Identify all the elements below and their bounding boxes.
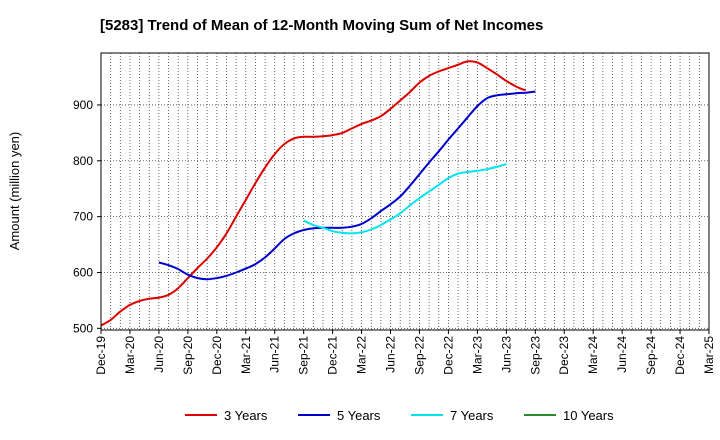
y-tick-label: 900 <box>73 98 93 112</box>
x-tick-label: Sep-22 <box>412 336 426 375</box>
legend-label-3-years: 3 Years <box>224 408 268 423</box>
x-tick-label: Sep-23 <box>528 336 542 375</box>
x-tick-label: Mar-23 <box>470 336 484 374</box>
x-tick-label: Sep-20 <box>181 336 195 375</box>
y-tick-label: 800 <box>73 154 93 168</box>
x-tick-label: Jun-23 <box>499 336 513 373</box>
x-tick-label: Dec-23 <box>557 336 571 375</box>
legend: 3 Years 5 Years 7 Years 10 Years <box>185 408 614 423</box>
x-tick-label: Jun-20 <box>152 336 166 373</box>
x-tick-label: Mar-20 <box>123 336 137 374</box>
x-tick-label: Dec-24 <box>673 336 687 375</box>
x-tick-label: Dec-22 <box>441 336 455 375</box>
y-axis-label: Amount (million yen) <box>7 132 22 251</box>
series-line-7-years <box>303 163 507 235</box>
x-tick-label: Jun-21 <box>268 336 282 373</box>
x-axis-ticks: Dec-19 Mar-20 Jun-20 Sep-20 Dec-20 Mar-21 Jun-… <box>94 330 716 375</box>
legend-label-5-years: 5 Years <box>337 408 381 423</box>
x-tick-label: Sep-24 <box>644 336 658 375</box>
y-tick-label: 600 <box>73 265 93 279</box>
legend-label-10-years: 10 Years <box>563 408 614 423</box>
x-tick-label: Jun-22 <box>384 336 398 373</box>
x-tick-label: Dec-19 <box>94 336 108 375</box>
y-tick-label: 700 <box>73 210 93 224</box>
legend-label-7-years: 7 Years <box>450 408 494 423</box>
y-tick-label: 500 <box>73 321 93 335</box>
y-axis-ticks: 500 600 700 800 900 <box>73 98 101 335</box>
x-tick-label: Sep-21 <box>297 336 311 375</box>
x-tick-label: Mar-24 <box>586 336 600 374</box>
x-tick-label: Dec-20 <box>210 336 224 375</box>
x-tick-label: Dec-21 <box>326 336 340 375</box>
x-tick-label: Mar-22 <box>355 336 369 374</box>
x-tick-label: Jun-24 <box>615 336 629 373</box>
series-lines <box>100 60 536 327</box>
series-line-3-years <box>100 60 526 327</box>
x-tick-label: Mar-25 <box>702 336 716 374</box>
plot-frame <box>100 52 710 331</box>
series-line-5-years <box>158 90 536 281</box>
chart-title: [5283] Trend of Mean of 12-Month Moving … <box>100 17 543 34</box>
x-tick-label: Mar-21 <box>239 336 253 374</box>
